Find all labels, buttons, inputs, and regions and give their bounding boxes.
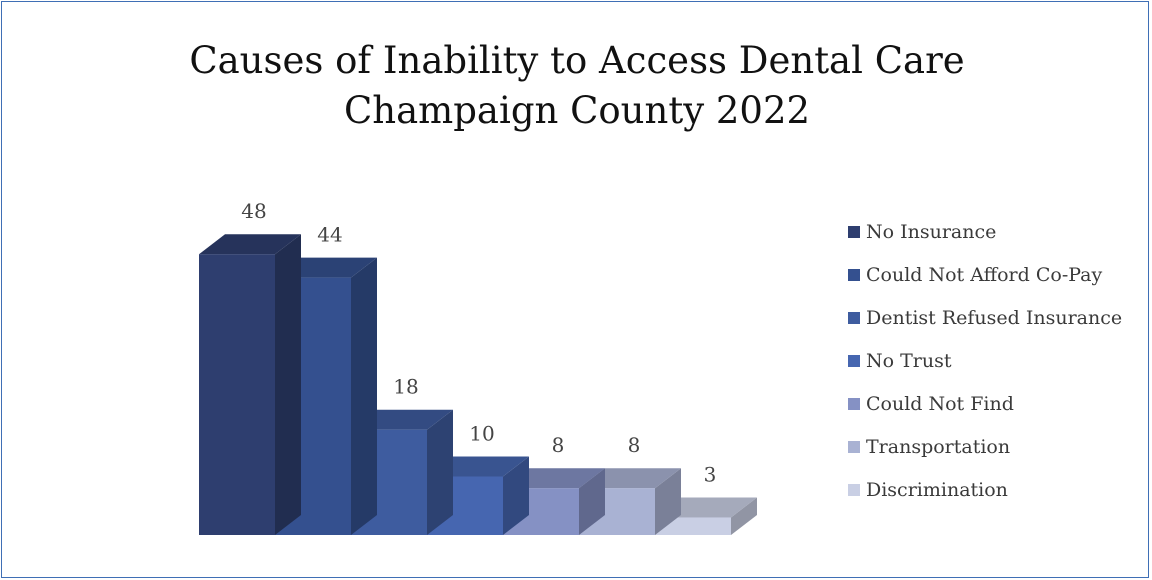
legend-swatch — [848, 225, 860, 238]
bar-side-3 — [427, 409, 453, 535]
legend-swatch — [848, 354, 860, 367]
legend-label: Could Not Find — [866, 392, 1014, 415]
bar-side-1 — [275, 234, 301, 535]
legend-item: Could Not Find — [848, 382, 1122, 425]
legend-swatch — [848, 397, 860, 410]
legend-label: Transportation — [866, 435, 1011, 458]
legend-item: Dentist Refused Insurance — [848, 296, 1122, 339]
legend: No Insurance Could Not Afford Co-Pay Denti… — [848, 210, 1122, 511]
bar-top-1 — [199, 234, 301, 255]
legend-item: Discrimination — [848, 468, 1122, 511]
legend-item: No Trust — [848, 339, 1122, 382]
legend-swatch — [848, 311, 860, 324]
legend-label: Discrimination — [866, 478, 1008, 501]
legend-item: No Insurance — [848, 210, 1122, 253]
bar-side-7 — [731, 497, 757, 535]
legend-label: No Insurance — [866, 220, 997, 243]
data-label-4: 10 — [469, 422, 494, 446]
chart-title-line-1: Causes of Inability to Access Dental Car… — [189, 39, 965, 82]
data-label-1: 48 — [241, 199, 266, 223]
bar-side-5 — [579, 468, 605, 535]
legend-swatch — [848, 483, 860, 496]
legend-label: Dentist Refused Insurance — [866, 306, 1123, 329]
bar-1 — [199, 234, 301, 535]
legend-item: Could Not Afford Co-Pay — [848, 253, 1122, 296]
data-label-2: 44 — [317, 223, 342, 247]
data-label-7: 3 — [704, 462, 717, 486]
data-label-3: 18 — [393, 375, 418, 399]
bar-side-6 — [655, 468, 681, 535]
chart-title: Causes of Inability to Access Dental Car… — [2, 36, 1152, 136]
data-label-5: 8 — [552, 433, 565, 457]
data-label-6: 8 — [628, 433, 641, 457]
legend-label: Could Not Afford Co-Pay — [866, 263, 1103, 286]
legend-swatch — [848, 440, 860, 453]
bar-front-1 — [199, 254, 275, 535]
chart-title-line-2: Champaign County 2022 — [343, 89, 811, 132]
bar-front-7 — [655, 517, 731, 535]
legend-label: No Trust — [866, 349, 952, 372]
legend-item: Transportation — [848, 425, 1122, 468]
legend-swatch — [848, 268, 860, 281]
bar-side-2 — [351, 257, 377, 535]
bar-side-4 — [503, 456, 529, 535]
